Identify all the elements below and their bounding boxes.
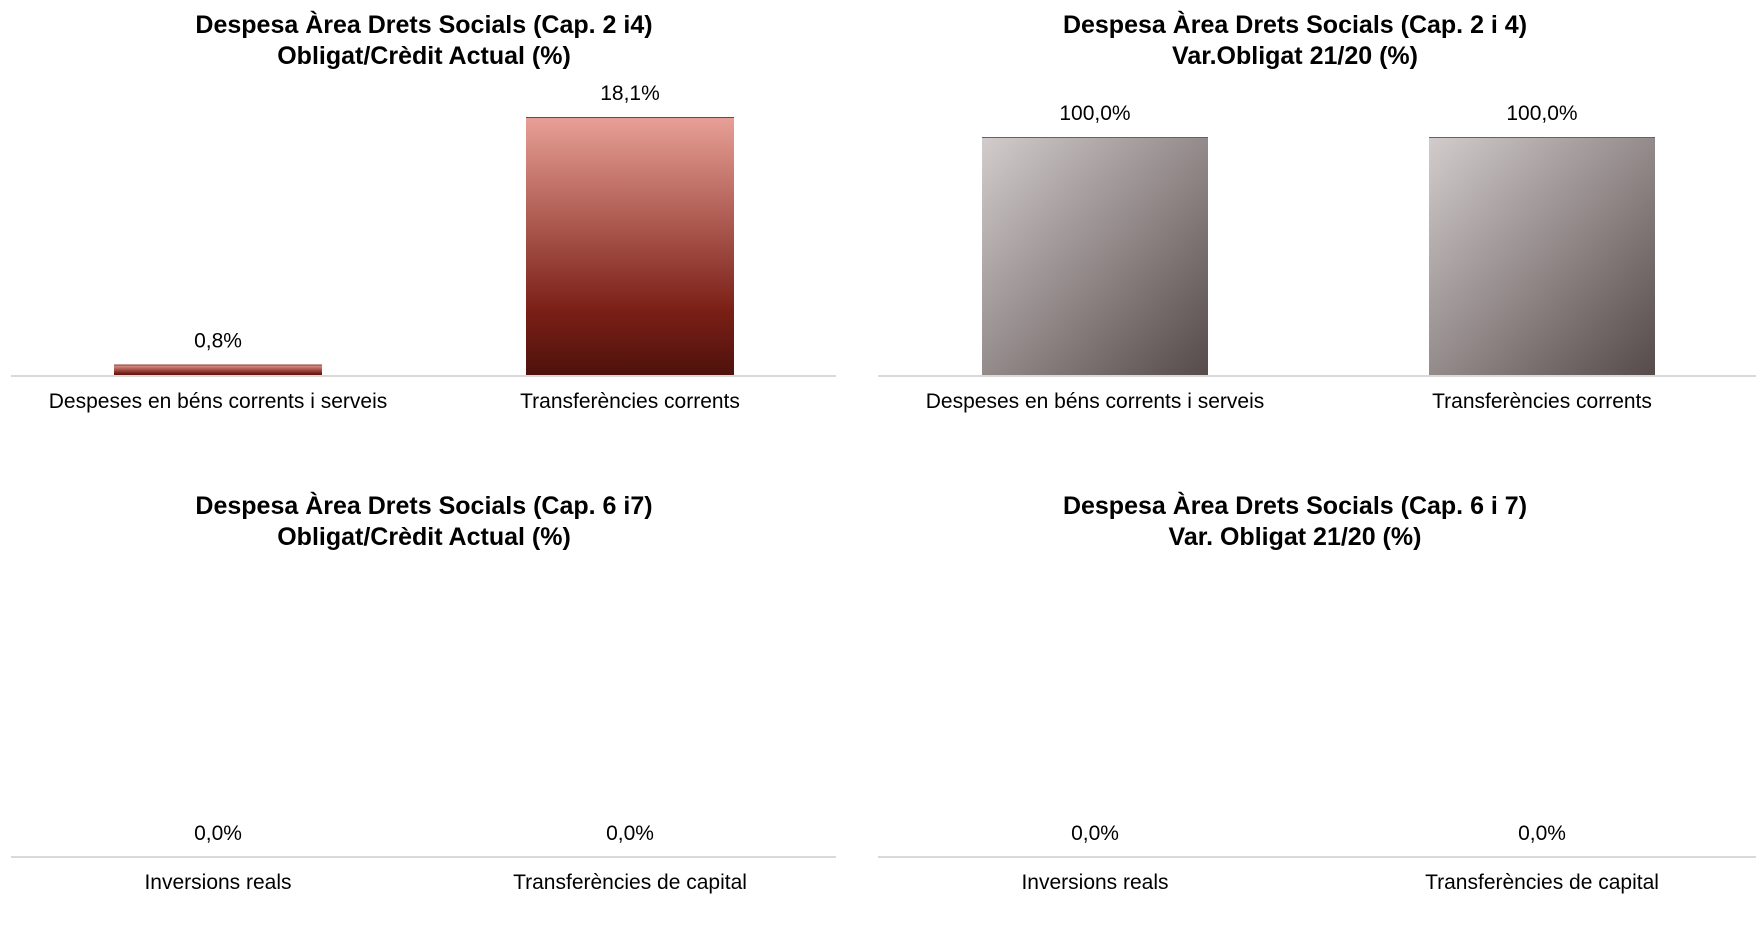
bars-layer: 0,0% 0,0% [1071, 822, 1566, 845]
chart-var-obligat-cap-2-4: Despesa Àrea Drets Socials (Cap. 2 i 4) … [878, 0, 1756, 447]
x-tick-label: Transferències de capital [513, 871, 747, 894]
chart-obligat-credit-cap-2-4: Despesa Àrea Drets Socials (Cap. 2 i4) O… [0, 0, 878, 447]
chart-title-line-1: Despesa Àrea Drets Socials (Cap. 2 i 4) [1063, 10, 1527, 39]
chart-var-obligat-cap-6-7: Despesa Àrea Drets Socials (Cap. 6 i 7) … [878, 481, 1756, 928]
x-tick-label: Transferències de capital [1425, 871, 1659, 894]
data-label: 0,8% [194, 330, 242, 353]
chart-title-line-2: Obligat/Crèdit Actual (%) [277, 523, 571, 551]
data-label: 100,0% [1506, 102, 1577, 125]
chart-svg: Despesa Àrea Drets Socials (Cap. 2 i4) O… [11, 10, 836, 413]
data-label: 0,0% [1518, 822, 1566, 845]
data-label: 0,0% [606, 822, 654, 845]
x-tick-label: Inversions reals [144, 871, 291, 894]
bar [982, 137, 1208, 376]
chart-obligat-credit-cap-6-7: Despesa Àrea Drets Socials (Cap. 6 i7) O… [0, 481, 878, 928]
bar [114, 364, 322, 376]
chart-title-line-2: Var.Obligat 21/20 (%) [1172, 42, 1418, 70]
data-label: 18,1% [600, 82, 660, 105]
chart-title-line-2: Obligat/Crèdit Actual (%) [277, 42, 571, 70]
chart-title-line-1: Despesa Àrea Drets Socials (Cap. 6 i7) [195, 491, 652, 520]
chart-title-line-1: Despesa Àrea Drets Socials (Cap. 6 i 7) [1063, 491, 1527, 520]
chart-svg: Despesa Àrea Drets Socials (Cap. 6 i 7) … [878, 491, 1756, 894]
data-label: 100,0% [1059, 102, 1130, 125]
x-tick-label: Transferències corrents [1432, 390, 1652, 413]
chart-svg: Despesa Àrea Drets Socials (Cap. 2 i 4) … [878, 10, 1756, 413]
bar [526, 117, 734, 376]
bars-layer: 0,0% 0,0% [194, 822, 654, 845]
chart-title-line-1: Despesa Àrea Drets Socials (Cap. 2 i4) [195, 10, 652, 39]
data-label: 0,0% [194, 822, 242, 845]
chart-title-line-2: Var. Obligat 21/20 (%) [1169, 523, 1422, 551]
x-tick-label: Inversions reals [1021, 871, 1168, 894]
chart-svg: Despesa Àrea Drets Socials (Cap. 6 i7) O… [11, 491, 836, 894]
x-tick-label: Despeses en béns corrents i serveis [49, 390, 388, 413]
x-tick-label: Despeses en béns corrents i serveis [926, 390, 1265, 413]
bar [1429, 137, 1655, 376]
bars-layer: 100,0% 100,0% [982, 102, 1655, 376]
data-label: 0,0% [1071, 822, 1119, 845]
x-tick-label: Transferències corrents [520, 390, 740, 413]
bars-layer: 0,8% 18,1% [114, 82, 734, 376]
